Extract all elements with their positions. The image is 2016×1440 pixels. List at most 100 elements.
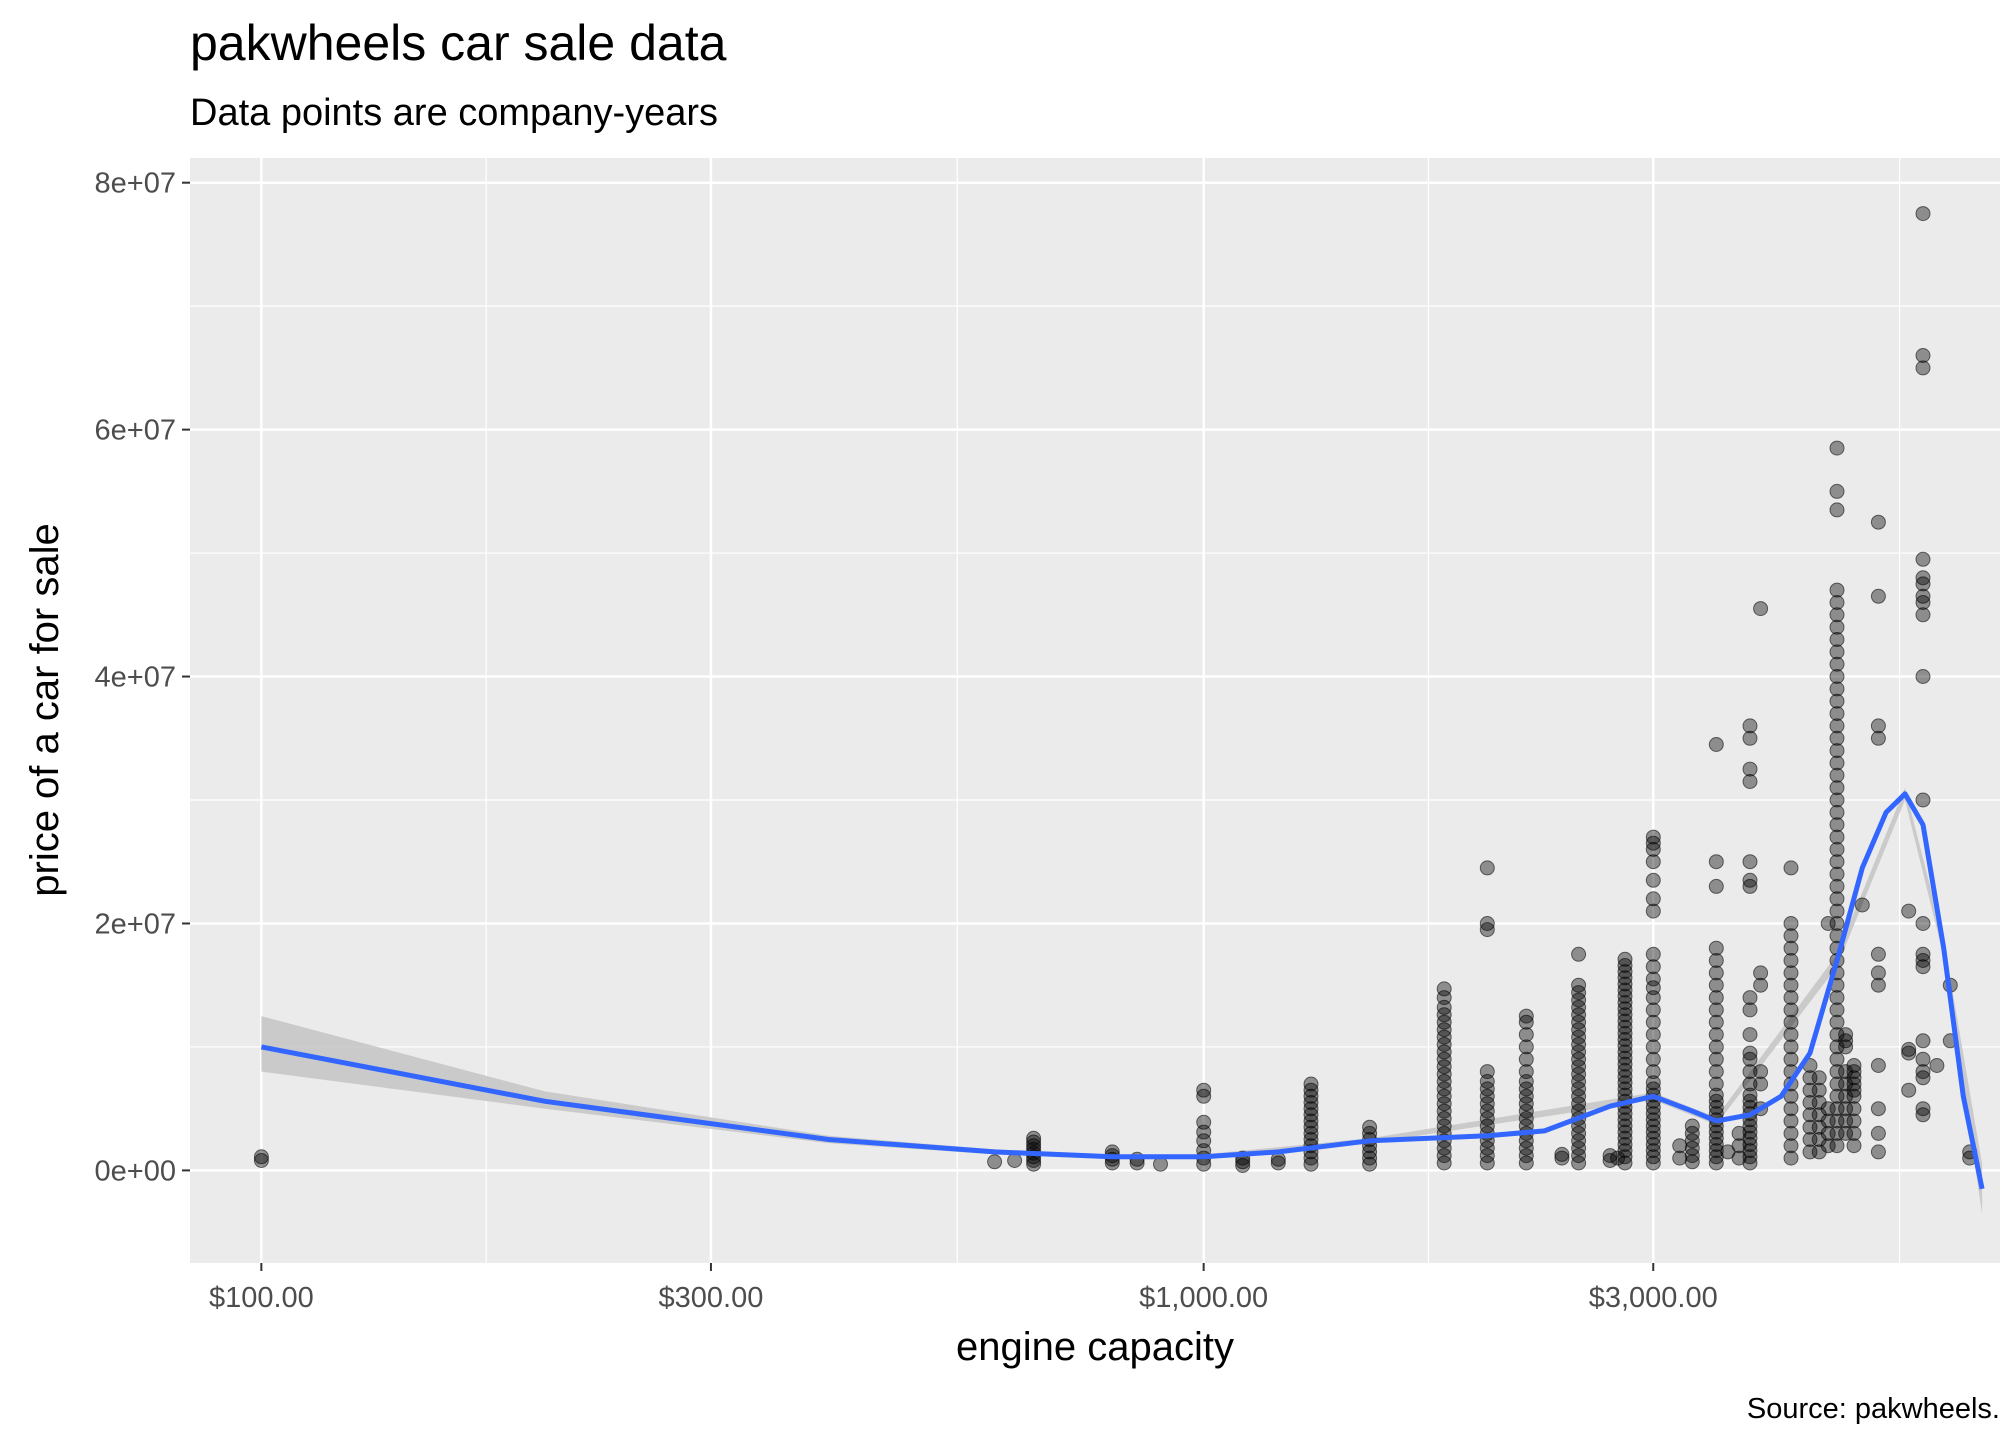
data-point [1829, 440, 1845, 456]
smooth-line [260, 791, 1985, 1190]
data-point [1518, 1039, 1534, 1055]
data-point [1915, 595, 1931, 610]
data-point [1846, 1082, 1862, 1098]
data-point [1026, 1130, 1042, 1146]
data-point [1829, 1088, 1845, 1104]
data-point [1829, 780, 1845, 796]
data-point [1753, 601, 1769, 617]
data-point [1742, 1124, 1758, 1140]
data-point [1742, 761, 1758, 777]
data-point [1783, 953, 1799, 968]
data-point [1303, 1088, 1319, 1104]
data-point [1829, 792, 1845, 808]
data-point [1617, 1112, 1633, 1128]
data-point [1829, 1064, 1845, 1080]
data-point [1645, 1099, 1661, 1115]
data-point [1783, 1002, 1799, 1018]
data-point [1708, 854, 1724, 870]
data-point [1645, 835, 1661, 851]
data-point [1742, 1130, 1758, 1146]
data-point [1708, 977, 1724, 993]
data-point [1362, 1119, 1378, 1135]
data-point [1617, 988, 1633, 1004]
data-point [1838, 1039, 1854, 1055]
data-point [1915, 570, 1931, 586]
data-point [1742, 1118, 1758, 1134]
y-tick-label: 6e+07 [95, 415, 176, 447]
data-point [1829, 693, 1845, 709]
data-point [1870, 730, 1886, 746]
data-point [1617, 1019, 1633, 1035]
data-point [1645, 1137, 1661, 1152]
data-point [1829, 1027, 1845, 1043]
data-point [1829, 595, 1845, 610]
data-point [1820, 1125, 1836, 1141]
data-point [1645, 1149, 1661, 1165]
data-point [1645, 1002, 1661, 1018]
data-point [1645, 959, 1661, 975]
data-point [1829, 656, 1845, 672]
data-point [1870, 588, 1886, 604]
data-point [1731, 1138, 1747, 1154]
x-tick-label: $3,000.00 [1589, 1282, 1718, 1314]
data-point [1811, 1107, 1827, 1123]
data-point [1742, 872, 1758, 888]
data-point [1007, 1153, 1023, 1168]
data-point [1901, 1082, 1917, 1098]
data-point [1518, 1008, 1534, 1024]
data-point [1518, 1014, 1534, 1030]
data-point [1645, 903, 1661, 919]
data-point [1617, 1149, 1633, 1165]
data-point [1870, 965, 1886, 981]
y-tick-label: 0e+00 [95, 1155, 176, 1187]
data-point [1811, 1144, 1827, 1160]
data-point [1829, 582, 1845, 598]
data-point [1554, 1150, 1570, 1166]
data-point [1645, 1064, 1661, 1080]
data-point [1672, 1138, 1688, 1154]
data-point [1362, 1144, 1378, 1160]
data-point [1783, 1125, 1799, 1141]
data-point [1829, 718, 1845, 734]
data-point [1026, 1134, 1042, 1150]
data-point [1436, 990, 1452, 1006]
data-point [1829, 1125, 1845, 1141]
axis-ticks: $100.00 $300.00 $1,000.00 $3,000.00 0e+00 2e+… [95, 168, 1718, 1314]
data-point [1915, 669, 1931, 684]
data-point [1303, 1076, 1319, 1092]
data-point [1838, 1088, 1854, 1104]
data-point [1708, 1039, 1724, 1055]
data-point [1846, 1058, 1862, 1073]
data-point [1783, 1027, 1799, 1043]
data-point [1783, 1014, 1799, 1030]
data-point [1783, 1138, 1799, 1154]
chart-caption: Source: pakwheels. [1747, 1393, 2000, 1425]
data-point [1915, 792, 1931, 808]
data-point [1753, 965, 1769, 981]
data-point [1915, 916, 1931, 931]
data-point [1915, 959, 1931, 975]
data-point [1753, 977, 1769, 993]
data-point [1617, 1007, 1633, 1023]
data-point [1915, 946, 1931, 962]
data-point [1617, 1081, 1633, 1097]
data-points [253, 206, 1978, 1173]
data-point [1829, 669, 1845, 684]
data-point [1829, 1113, 1845, 1129]
data-point [1829, 1101, 1845, 1117]
data-point [1645, 1075, 1661, 1091]
data-point [1617, 1013, 1633, 1029]
data-point [1479, 860, 1495, 876]
data-point [1838, 1064, 1854, 1080]
data-point [1742, 1155, 1758, 1171]
data-point [1811, 1119, 1827, 1135]
data-point [1645, 872, 1661, 888]
data-point [1742, 1143, 1758, 1159]
data-point [1617, 1044, 1633, 1060]
data-point [1829, 1002, 1845, 1018]
data-point [1783, 860, 1799, 876]
data-point [1915, 206, 1931, 222]
data-point [1645, 1143, 1661, 1159]
data-point [1829, 878, 1845, 894]
data-point [1838, 1027, 1854, 1043]
